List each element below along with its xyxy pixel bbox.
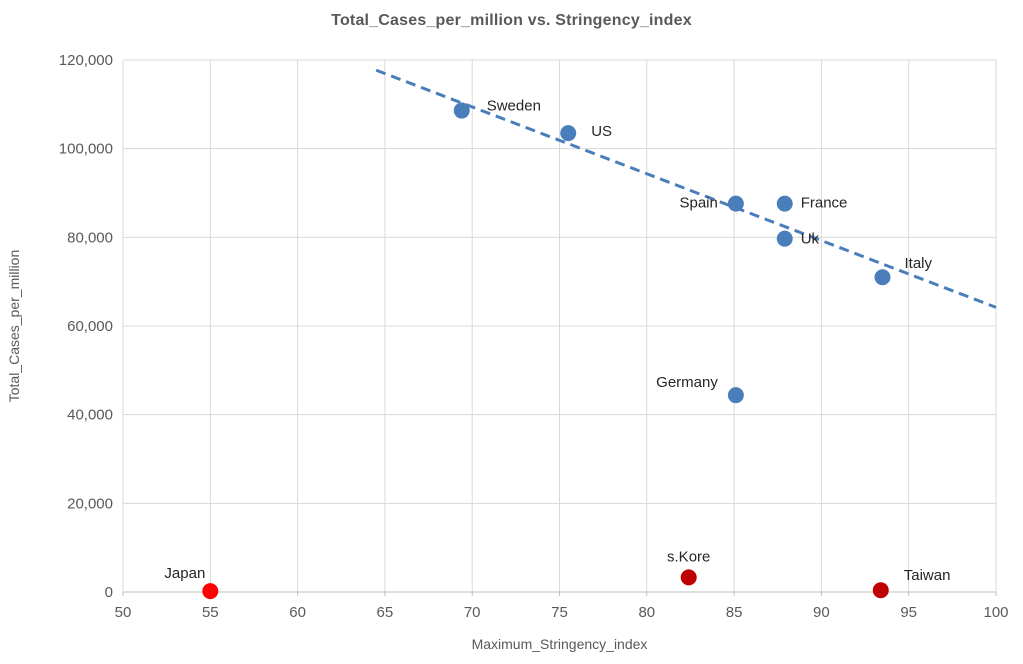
point-label-sweden: Sweden xyxy=(487,98,541,115)
y-tick-label: 40,000 xyxy=(67,407,113,424)
x-tick-label: 75 xyxy=(551,604,568,621)
data-point-skore xyxy=(680,569,697,586)
data-point-sweden xyxy=(453,102,470,119)
x-tick-label: 60 xyxy=(289,604,306,621)
x-tick-label: 90 xyxy=(813,604,830,621)
x-tick-label: 85 xyxy=(726,604,743,621)
y-tick-label: 0 xyxy=(105,584,113,601)
x-tick-label: 55 xyxy=(202,604,219,621)
y-tick-label: 20,000 xyxy=(67,495,113,512)
x-tick-label: 65 xyxy=(377,604,394,621)
data-point-taiwan xyxy=(872,582,889,599)
point-label-italy: Italy xyxy=(905,255,933,272)
point-label-germany: Germany xyxy=(656,374,718,391)
point-label-taiwan: Taiwan xyxy=(904,567,951,584)
y-tick-label: 100,000 xyxy=(59,141,113,158)
data-point-germany xyxy=(727,387,744,404)
x-tick-label: 100 xyxy=(983,604,1008,621)
data-point-italy xyxy=(874,269,891,286)
data-point-japan xyxy=(202,583,219,600)
trendline xyxy=(375,68,997,309)
y-tick-label: 80,000 xyxy=(67,229,113,246)
x-tick-label: 95 xyxy=(900,604,917,621)
point-label-france: France xyxy=(801,195,848,212)
y-axis-title-text: Total_Cases_per_million xyxy=(6,249,22,403)
data-point-france xyxy=(776,195,793,212)
y-tick-label: 60,000 xyxy=(67,318,113,335)
x-tick-label: 50 xyxy=(115,604,132,621)
chart-title: Total_Cases_per_million vs. Stringency_i… xyxy=(331,12,692,29)
x-tick-label: 70 xyxy=(464,604,481,621)
point-label-skore: s.Kore xyxy=(667,548,710,565)
data-point-uk xyxy=(776,230,793,247)
data-point-spain xyxy=(727,195,744,212)
point-label-us: US xyxy=(591,123,612,140)
data-point-us xyxy=(560,125,577,142)
point-label-spain: Spain xyxy=(679,195,717,212)
x-tick-label: 80 xyxy=(638,604,655,621)
y-tick-label: 120,000 xyxy=(59,52,113,69)
point-label-uk: Uk xyxy=(801,231,820,248)
point-label-japan: Japan xyxy=(164,565,205,582)
x-axis-title: Maximum_Stringency_index xyxy=(471,636,648,652)
